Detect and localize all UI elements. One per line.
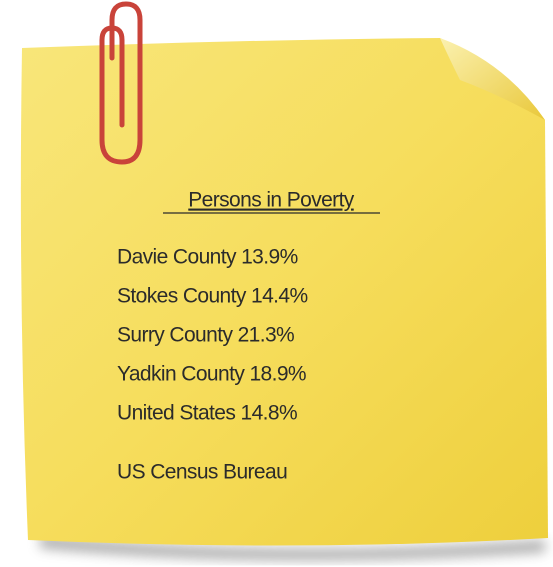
note-title: Persons in Poverty: [188, 189, 355, 212]
note-line: Davie County 13.9%: [117, 246, 298, 269]
note-line: Yadkin County 18.9%: [117, 363, 306, 386]
sticky-note-scene: Persons in Poverty Davie County 13.9% Sto…: [0, 0, 553, 567]
note-source: US Census Bureau: [117, 461, 287, 484]
page: Persons in Poverty Davie County 13.9% Sto…: [0, 0, 553, 567]
note-line: United States 14.8%: [117, 402, 297, 425]
note-line: Stokes County 14.4%: [117, 285, 308, 308]
note-line: Surry County 21.3%: [117, 324, 294, 347]
